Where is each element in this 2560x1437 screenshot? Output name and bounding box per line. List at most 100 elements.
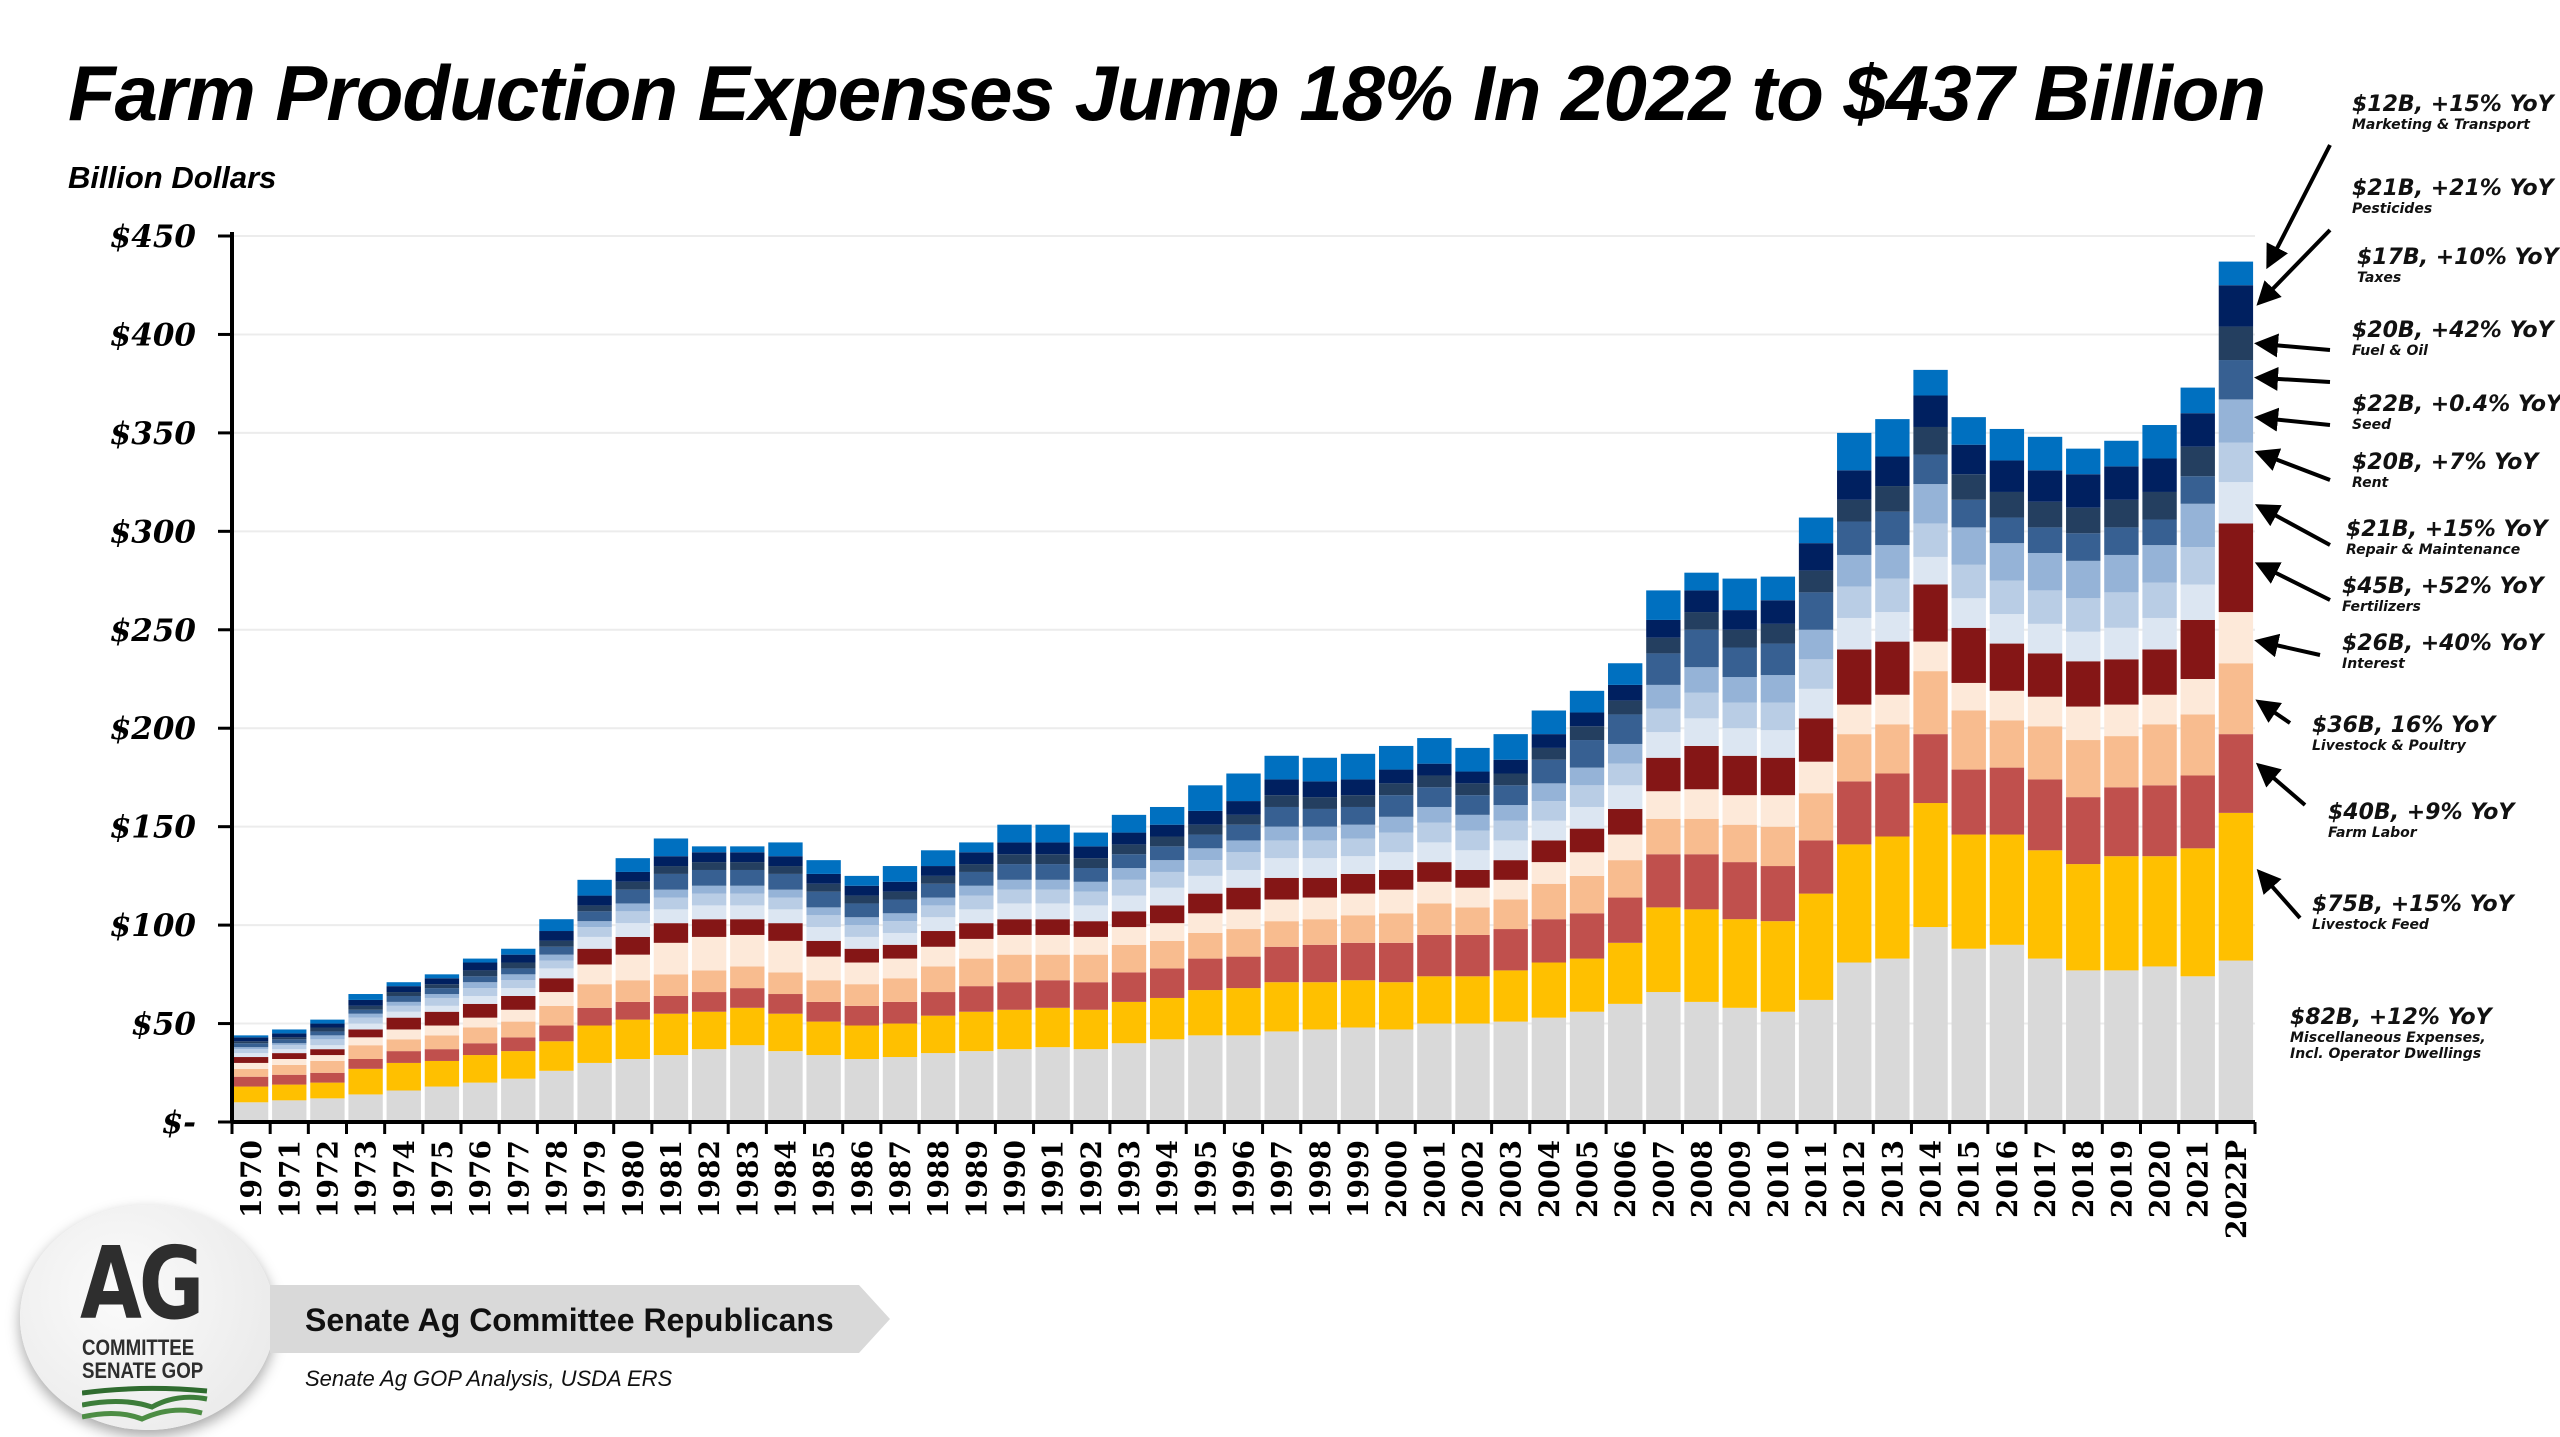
bar-segment-pesticides xyxy=(653,856,689,867)
bar-segment-fertilizers xyxy=(2180,619,2215,679)
bar-segment-pesticides xyxy=(501,954,536,963)
bar-segment-miscellaneous-expenses-incl-operator-dwellings xyxy=(1493,1021,1528,1122)
bar-segment-miscellaneous-expenses-incl-operator-dwellings xyxy=(806,1055,841,1122)
bar-segment-pesticides xyxy=(1493,759,1528,774)
bar-segment-pesticides xyxy=(1073,846,1108,859)
ag-committee-logo: AG COMMITTEE SENATE GOP xyxy=(20,1205,275,1430)
bar-segment-pesticides xyxy=(1111,832,1147,845)
bar-segment-marketing-transport xyxy=(348,994,383,1000)
bar-1972 xyxy=(310,1019,345,1122)
bar-segment-fuel-oil xyxy=(1913,454,1948,485)
stacked-bar-chart: $- $50 $100 $150 $200 $250 $300 $350 $400 $450 197… xyxy=(110,144,2332,1239)
bar-segment-fuel-oil xyxy=(2142,519,2177,546)
x-tick-label: 1998 xyxy=(1304,1140,1337,1218)
x-tick-label: 2002 xyxy=(1457,1140,1490,1218)
bar-segment-marketing-transport xyxy=(1875,419,1910,457)
bar-1988 xyxy=(920,850,956,1122)
bar-segment-livestock-poultry xyxy=(2218,663,2254,735)
bar-segment-seed xyxy=(1226,840,1261,853)
bar-segment-repair-maintenance xyxy=(1417,842,1452,863)
bar-segment-livestock-poultry xyxy=(615,980,650,1002)
bar-segment-livestock-poultry xyxy=(1149,940,1185,969)
bar-segment-livestock-poultry xyxy=(1226,929,1261,957)
bar-segment-livestock-poultry xyxy=(1684,818,1719,855)
bar-segment-fuel-oil xyxy=(730,869,765,886)
annotation-miscellaneous-expenses-incl-operator-dwellings: $82B, +12% YoY Miscellaneous Expenses, In… xyxy=(2290,1005,2492,1062)
bar-segment-marketing-transport xyxy=(2218,261,2254,286)
bar-segment-fuel-oil xyxy=(272,1039,307,1044)
bar-segment-miscellaneous-expenses-incl-operator-dwellings xyxy=(424,1086,460,1122)
bar-segment-marketing-transport xyxy=(1035,824,1070,843)
bar-2021 xyxy=(2180,387,2215,1122)
bar-segment-taxes xyxy=(1569,726,1605,741)
bar-segment-repair-maintenance xyxy=(1149,887,1185,906)
bar-segment-miscellaneous-expenses-incl-operator-dwellings xyxy=(1722,1007,1757,1122)
bar-segment-fertilizers xyxy=(1837,649,1872,705)
footer-banner xyxy=(270,1285,890,1353)
x-tick-label: 2014 xyxy=(1915,1140,1948,1218)
bar-segment-taxes xyxy=(920,875,956,884)
bar-segment-livestock-feed xyxy=(1913,803,1948,928)
bar-segment-seed xyxy=(2066,560,2101,599)
bar-2000 xyxy=(1379,745,1414,1122)
bar-segment-livestock-poultry xyxy=(768,972,803,995)
bar-segment-repair-maintenance xyxy=(691,905,727,920)
bar-segment-farm-labor xyxy=(1379,942,1414,983)
bar-segment-fuel-oil xyxy=(348,1009,383,1014)
bar-2012 xyxy=(1837,432,1872,1122)
bar-segment-interest xyxy=(501,1009,536,1022)
bar-segment-fuel-oil xyxy=(768,873,803,890)
bar-segment-miscellaneous-expenses-incl-operator-dwellings xyxy=(348,1094,383,1122)
bar-segment-farm-labor xyxy=(386,1051,421,1063)
bar-segment-pesticides xyxy=(386,986,421,993)
bar-segment-farm-labor xyxy=(959,986,994,1012)
bar-segment-miscellaneous-expenses-incl-operator-dwellings xyxy=(1417,1023,1452,1122)
bar-segment-livestock-feed xyxy=(272,1084,307,1101)
bar-segment-livestock-feed xyxy=(615,1019,650,1059)
bar-segment-livestock-poultry xyxy=(959,958,994,987)
bar-segment-fuel-oil xyxy=(1837,521,1872,555)
bar-1980 xyxy=(615,858,650,1122)
bar-segment-taxes xyxy=(1951,474,1986,500)
bar-segment-livestock-feed xyxy=(2066,864,2101,971)
bar-segment-repair-maintenance xyxy=(1760,730,1796,758)
bar-segment-livestock-feed xyxy=(1837,844,1872,963)
annotation-label: Repair & Maintenance xyxy=(2346,542,2521,558)
bar-segment-repair-maintenance xyxy=(2027,623,2063,654)
annotation-arrow-icon xyxy=(2256,869,2302,920)
bar-1977 xyxy=(501,948,536,1122)
bar-segment-miscellaneous-expenses-incl-operator-dwellings xyxy=(997,1049,1032,1122)
bar-segment-livestock-poultry xyxy=(1989,720,2025,768)
bar-segment-marketing-transport xyxy=(577,879,612,896)
bar-segment-fertilizers xyxy=(1188,893,1223,914)
bar-segment-farm-labor xyxy=(1340,942,1376,981)
bar-segment-livestock-feed xyxy=(2218,812,2254,961)
bar-segment-seed xyxy=(272,1043,307,1046)
x-tick-label: 1994 xyxy=(1151,1140,1184,1218)
bar-segment-marketing-transport xyxy=(1188,785,1223,811)
bar-segment-fuel-oil xyxy=(959,871,994,886)
bar-segment-miscellaneous-expenses-incl-operator-dwellings xyxy=(1035,1047,1070,1122)
bar-segment-fertilizers xyxy=(959,923,994,939)
bar-segment-fertilizers xyxy=(1417,862,1452,882)
annotation-arrow-icon xyxy=(2254,448,2331,482)
bar-2003 xyxy=(1493,734,1528,1122)
bar-segment-seed xyxy=(882,913,918,922)
bar-segment-livestock-poultry xyxy=(501,1021,536,1038)
bar-segment-marketing-transport xyxy=(539,919,574,932)
bar-segment-miscellaneous-expenses-incl-operator-dwellings xyxy=(1302,1029,1338,1122)
x-tick-label: 2009 xyxy=(1724,1140,1757,1218)
x-tick-label: 2010 xyxy=(1762,1140,1795,1218)
bar-segment-interest xyxy=(2218,612,2254,664)
bar-segment-farm-labor xyxy=(844,1005,879,1026)
bar-segment-interest xyxy=(691,936,727,971)
bar-segment-rent xyxy=(462,988,498,996)
bar-segment-interest xyxy=(462,1017,498,1028)
bar-segment-fuel-oil xyxy=(1989,517,2025,544)
bar-segment-interest xyxy=(1111,927,1147,945)
bar-segment-livestock-poultry xyxy=(1760,826,1796,867)
bar-segment-livestock-feed xyxy=(2027,850,2063,959)
bar-1990 xyxy=(997,824,1032,1122)
bar-segment-marketing-transport xyxy=(1760,576,1796,601)
bar-segment-repair-maintenance xyxy=(386,1011,421,1018)
